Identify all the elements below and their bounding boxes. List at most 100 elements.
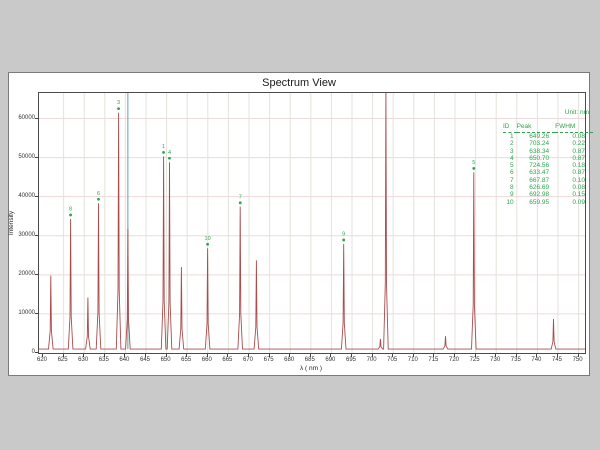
peak-wavelength: 659.95 <box>529 198 550 206</box>
peak-marker-label: 5 <box>472 160 475 166</box>
x-tick-label: 655 <box>181 357 192 363</box>
peak-id: 9 <box>509 191 514 199</box>
x-tick-label: 680 <box>284 357 295 363</box>
plot-frame: 8 6 3 1 4 10 7 9 5 <box>38 92 586 354</box>
legend-header-row: ID Peak FWHM <box>503 123 593 133</box>
y-tick-mark <box>35 352 38 353</box>
legend-row: 4 650.70 0.87 <box>503 155 593 162</box>
x-tick-mark <box>186 354 188 357</box>
y-tick-label: 60000 <box>18 114 35 121</box>
x-tick-label: 670 <box>242 357 253 363</box>
y-tick-label: 30000 <box>18 231 35 238</box>
peak-marker-dot <box>162 151 165 154</box>
peak-id: 3 <box>509 147 514 155</box>
legend-row: 10 659.95 0.09 <box>503 199 593 206</box>
legend-row: 5 724.56 0.18 <box>503 162 593 169</box>
peak-marker-dot <box>117 107 120 111</box>
spectrum-line <box>39 93 585 350</box>
legend-row: 6 633.47 0.87 <box>503 169 593 176</box>
y-tick-mark <box>35 312 38 314</box>
legend-row: 8 626.69 0.08 <box>503 184 593 191</box>
y-tick-mark <box>35 117 38 119</box>
peak-marker-dot <box>168 156 171 160</box>
x-tick-mark <box>248 354 249 357</box>
x-tick-mark <box>289 354 291 357</box>
peak-marker-dot <box>342 238 346 242</box>
x-tick-mark <box>515 354 517 357</box>
x-tick-mark <box>165 354 167 357</box>
peak-fwhm: 0.10 <box>572 176 585 184</box>
legend-table: ID Peak FWHM 1 649.26 0.08 2 703.24 0.22 3 638.34… <box>503 123 593 206</box>
y-tick-mark <box>35 273 38 275</box>
legend-row: 7 667.87 0.10 <box>503 177 593 184</box>
x-tick-label: 695 <box>345 357 356 363</box>
x-tick-label: 665 <box>222 357 233 363</box>
peak-id: 10 <box>506 198 514 206</box>
peak-id: 1 <box>509 133 514 140</box>
peak-fwhm: 0.87 <box>572 147 585 155</box>
x-tick-mark <box>392 354 394 357</box>
peak-marker-dot <box>206 242 209 246</box>
peak-id: 2 <box>509 140 514 148</box>
x-tick-mark <box>206 354 208 357</box>
peak-wavelength: 724.56 <box>529 162 550 170</box>
x-tick-mark <box>454 354 455 357</box>
x-tick-label: 640 <box>119 357 130 363</box>
peak-fwhm: 0.08 <box>572 184 585 192</box>
y-tick-mark <box>35 156 38 158</box>
peak-fwhm: 0.87 <box>572 169 585 177</box>
x-tick-label: 735 <box>510 357 521 363</box>
peak-marker-label: 3 <box>117 100 120 106</box>
y-tick-label: 0 <box>31 349 35 355</box>
x-tick-label: 645 <box>139 357 150 363</box>
x-tick-label: 685 <box>304 357 315 363</box>
spectrum-canvas[interactable]: 8 6 3 1 4 10 7 9 5 <box>39 93 585 353</box>
x-tick-mark <box>557 354 558 357</box>
peak-table: Unit: nm ID Peak FWHM 1 649.26 0.08 2 703.24 0.… <box>503 109 593 206</box>
x-tick-label: 710 <box>407 357 418 363</box>
legend-row: 3 638.34 0.87 <box>503 148 593 155</box>
x-tick-label: 690 <box>325 357 336 363</box>
peak-fwhm: 0.09 <box>572 198 585 206</box>
x-tick-mark <box>309 354 311 357</box>
peak-wavelength: 638.34 <box>529 147 550 155</box>
legend-row: 9 692.98 0.15 <box>503 191 593 198</box>
legend-header-cell: ID <box>503 123 517 133</box>
peak-fwhm: 0.08 <box>572 133 585 140</box>
y-tick-mark <box>35 195 38 197</box>
peak-id: 8 <box>509 184 514 192</box>
peak-fwhm: 0.87 <box>572 154 585 162</box>
y-tick-label: 50000 <box>18 153 35 160</box>
x-tick-label: 730 <box>490 357 501 363</box>
x-tick-label: 700 <box>366 357 377 363</box>
x-tick-mark <box>371 354 373 357</box>
legend-header-cell: Peak <box>516 123 556 133</box>
x-tick-mark <box>268 354 270 357</box>
peak-id: 5 <box>509 162 514 170</box>
x-tick-mark <box>495 354 497 357</box>
peak-wavelength: 703.24 <box>529 140 550 148</box>
x-tick-mark <box>433 354 435 357</box>
legend-unit-label: Unit: nm <box>564 109 589 116</box>
x-tick-mark <box>42 354 43 357</box>
peak-id: 6 <box>509 169 514 177</box>
x-tick-label: 660 <box>201 357 212 363</box>
x-tick-label: 620 <box>36 357 47 363</box>
peak-marker-label: 1 <box>162 144 165 150</box>
x-axis-title: λ ( nm ) <box>299 365 323 372</box>
peak-id: 7 <box>509 176 514 184</box>
peak-marker-dot <box>472 167 476 170</box>
y-axis-title: Intensity <box>8 210 15 236</box>
x-tick-label: 625 <box>57 357 68 363</box>
x-tick-label: 635 <box>98 357 109 363</box>
x-tick-label: 630 <box>78 357 89 363</box>
x-tick-mark <box>145 354 146 357</box>
peak-wavelength: 633.47 <box>529 169 550 177</box>
x-tick-mark <box>124 354 126 357</box>
x-tick-mark <box>103 354 105 357</box>
legend-row: 2 703.24 0.22 <box>503 140 593 147</box>
x-tick-mark <box>474 354 476 357</box>
x-tick-mark <box>83 354 85 357</box>
peak-id: 4 <box>509 154 514 162</box>
peak-fwhm: 0.15 <box>572 191 585 199</box>
